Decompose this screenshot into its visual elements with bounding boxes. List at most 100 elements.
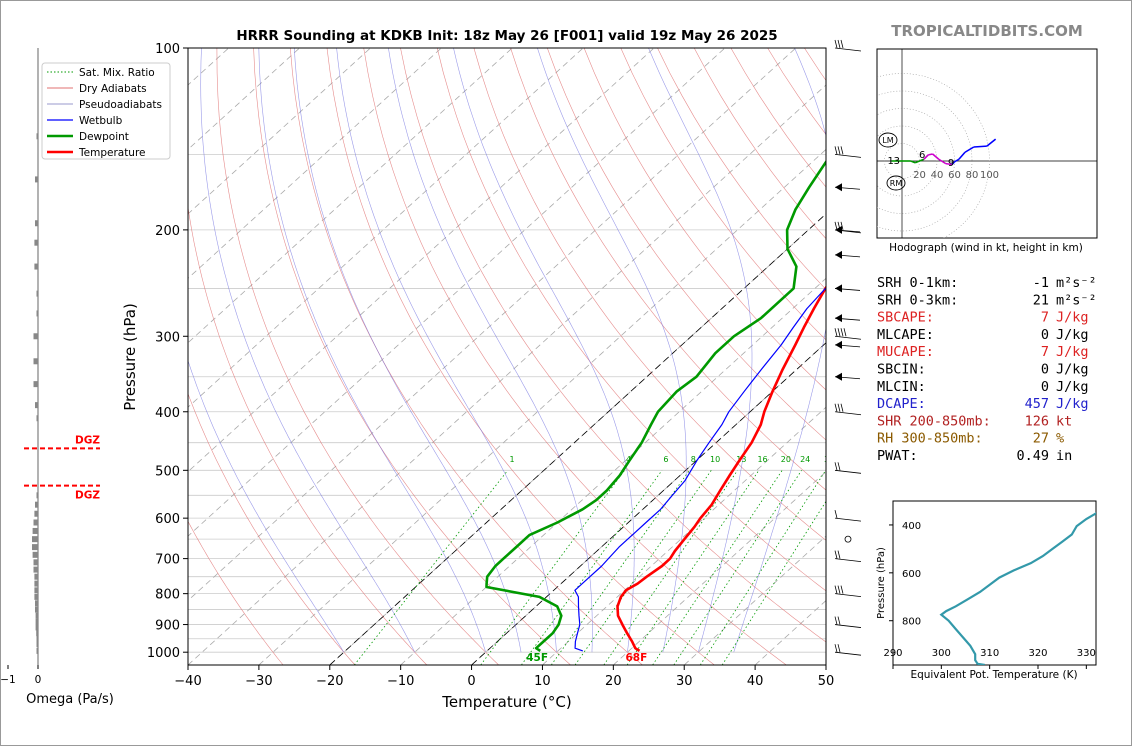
param-label: MLCIN: xyxy=(877,379,926,395)
theta-e-axes: 290 300 310 320 330 400 600 800 xyxy=(883,521,1096,669)
dry-adiabat xyxy=(583,48,826,391)
theta-e-plot xyxy=(939,512,1096,665)
wind-barb-staff xyxy=(834,517,862,522)
mixing-ratio-label: 36 xyxy=(844,455,854,464)
dry-adiabat xyxy=(436,48,826,592)
wind-barb-staff xyxy=(834,317,861,321)
param-unit: J/kg xyxy=(1056,327,1089,343)
param-unit: J/kg xyxy=(1056,310,1089,326)
wind-barb-flag xyxy=(837,585,841,594)
dry-adiabat xyxy=(188,520,284,665)
series-line-temperature xyxy=(616,285,826,652)
theta-e-x-tick-label: 320 xyxy=(1028,648,1047,659)
y-tick-label: 700 xyxy=(155,553,180,568)
moist-adiabat xyxy=(537,48,687,653)
omega-bar xyxy=(33,333,38,340)
parameter-table: SRH 0-1km: -1 m²s⁻² SRH 0-3km: 21 m²s⁻² SBCAPE… xyxy=(877,275,1097,464)
dry-adiabat xyxy=(216,48,499,665)
hodograph: 20 40 60 80 100 1 3 6 9 LM RM xyxy=(877,49,1097,238)
wind-barb-staff xyxy=(834,376,861,380)
isotherm-line xyxy=(542,406,826,665)
param-label: SBCAPE: xyxy=(877,310,934,326)
param-unit: J/kg xyxy=(1056,396,1089,412)
isotherm-line xyxy=(188,48,655,473)
y-tick-label: 600 xyxy=(155,512,180,527)
mixing-ratio-line xyxy=(353,470,509,665)
omega-bar xyxy=(33,519,38,526)
mixing-ratio-line xyxy=(521,470,663,665)
mixing-ratio-line xyxy=(673,470,802,665)
omega-bar xyxy=(33,566,38,573)
omega-bar xyxy=(36,310,38,317)
moist-adiabat xyxy=(188,359,345,653)
x-tick-label: 50 xyxy=(818,674,835,689)
wind-barbs xyxy=(834,39,862,656)
x-tick-label: 20 xyxy=(605,674,622,689)
mixing-ratio-label: 10 xyxy=(710,455,720,464)
legend-entry: Dry Adiabats xyxy=(79,83,147,95)
omega-bar xyxy=(36,635,38,642)
series-line-dewpoint xyxy=(485,159,826,652)
wind-barb-staff xyxy=(834,558,862,563)
hodograph-caption: Hodograph (wind in kt, height in km) xyxy=(889,242,1083,254)
wind-barb-staff xyxy=(834,593,862,598)
storm-motion-marker xyxy=(886,175,906,191)
x-tick-label: −40 xyxy=(174,674,201,689)
y-tick-label: 900 xyxy=(155,619,180,634)
omega-bar xyxy=(35,606,38,613)
wind-barb-flag xyxy=(834,510,838,519)
param-label: SBCIN: xyxy=(877,362,926,378)
theta-e-ylabel: Pressure (hPa) xyxy=(876,547,887,619)
omega-bar xyxy=(34,239,38,246)
omega-bar xyxy=(36,641,38,648)
param-value: 0.49 xyxy=(1016,448,1049,464)
skewt-xlabel: Temperature (°C) xyxy=(441,693,571,711)
surface-temperature-label: 68F xyxy=(625,652,647,664)
watermark: TROPICALTIDBITS.COM xyxy=(891,22,1083,40)
wind-barb-flag xyxy=(837,644,841,653)
hodograph-ring xyxy=(877,90,973,232)
theta-e-y-tick-label: 800 xyxy=(902,617,921,628)
legend-entry: Temperature xyxy=(78,147,146,159)
omega-bar xyxy=(35,176,38,183)
mixing-ratio-label: 24 xyxy=(800,455,810,464)
y-tick-label: 1000 xyxy=(147,646,180,661)
wind-barb-flag xyxy=(834,403,838,412)
hodograph-ring xyxy=(877,73,990,238)
moist-adiabat xyxy=(733,48,826,653)
wind-barb-flag xyxy=(834,328,838,337)
omega-bar xyxy=(35,624,38,631)
hodograph-ring-label: 100 xyxy=(980,170,999,181)
wind-barb-flag xyxy=(840,146,844,155)
param-label: MLCAPE: xyxy=(877,327,934,343)
isotherm-line xyxy=(188,48,584,408)
theta-e-x-tick-label: 310 xyxy=(980,648,999,659)
omega-bar xyxy=(36,290,38,297)
theta-e-y-tick-label: 600 xyxy=(902,569,921,580)
omega-bar xyxy=(32,551,38,558)
theta-e-x-tick-label: 300 xyxy=(932,648,951,659)
y-tick-label: 300 xyxy=(155,330,180,345)
wind-barb-flag xyxy=(834,644,838,653)
wind-barb-staff xyxy=(834,651,862,656)
hodograph-height-label: 9 xyxy=(948,158,954,169)
wind-barb-staff xyxy=(834,186,861,190)
dry-adiabat xyxy=(188,392,356,665)
dgz-label: DGZ xyxy=(75,434,100,446)
omega-bar xyxy=(35,600,38,607)
param-value: 21 xyxy=(1033,292,1049,308)
chart-title: HRRR Sounding at KDKB Init: 18z May 26 [… xyxy=(236,28,777,44)
hodograph-segment xyxy=(973,145,987,148)
param-unit: J/kg xyxy=(1056,362,1089,378)
x-tick-label: −10 xyxy=(387,674,414,689)
hodograph-ring xyxy=(877,125,938,197)
legend-entry: Pseudoadiabats xyxy=(79,99,162,111)
omega-bar xyxy=(34,573,38,580)
wind-barb-staff xyxy=(834,288,861,291)
omega-bar xyxy=(36,647,38,654)
omega-panel: 0−1−2DGZDGZ xyxy=(0,48,100,686)
moist-adiabat xyxy=(258,48,486,653)
wind-barb-flag xyxy=(834,550,838,559)
x-tick-label: 0 xyxy=(467,674,475,689)
dry-adiabat xyxy=(400,48,826,643)
